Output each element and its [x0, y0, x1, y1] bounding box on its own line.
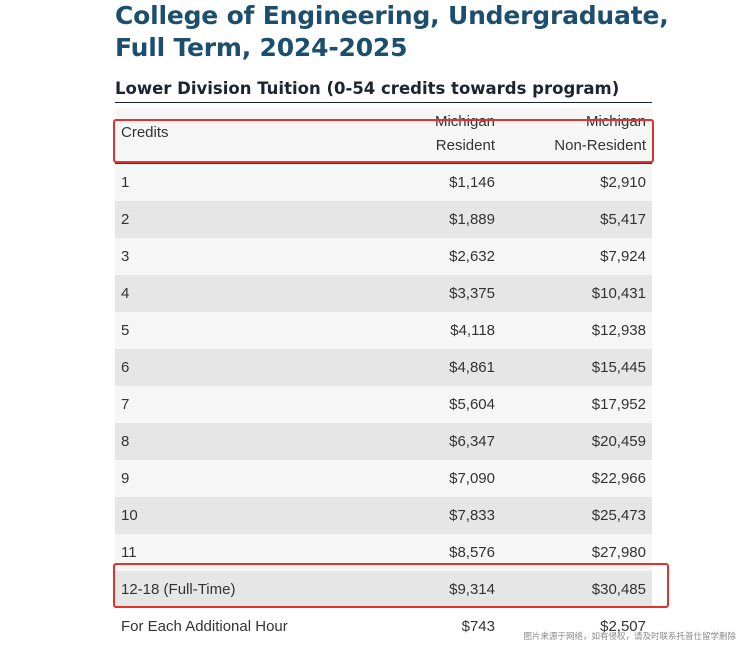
table-row: 6 $4,861 $15,445 [115, 349, 652, 386]
watermark-text: 图片来源于网络，如有侵权，请及时联系托普仕留学删除 [523, 631, 736, 641]
credits-cell: 9 [121, 470, 130, 487]
nonresident-cell: $20,459 [591, 433, 646, 450]
credits-cell: 2 [121, 211, 130, 228]
nonresident-cell: $25,473 [591, 507, 646, 524]
credits-cell: 1 [121, 174, 130, 191]
nonresident-cell: $17,952 [591, 396, 646, 413]
table-row: 10 $7,833 $25,473 [115, 497, 652, 534]
credits-cell: 12-18 (Full-Time) [121, 581, 236, 598]
resident-cell: $9,314 [449, 581, 495, 598]
resident-cell: $5,604 [449, 396, 495, 413]
nonresident-cell: $12,938 [591, 322, 646, 339]
resident-cell: $7,833 [449, 507, 495, 524]
table-row: 2 $1,889 $5,417 [115, 201, 652, 238]
page-title: College of Engineering, Undergraduate, F… [115, 1, 669, 62]
resident-cell: $7,090 [449, 470, 495, 487]
nonresident-cell: $15,445 [591, 359, 646, 376]
resident-cell: $743 [461, 618, 495, 635]
credits-cell: 4 [121, 285, 130, 302]
table-row-full-time: 12-18 (Full-Time) $9,314 $30,485 [115, 571, 652, 608]
credits-cell: 5 [121, 322, 130, 339]
heading-divider [115, 102, 652, 103]
resident-cell: $1,146 [449, 174, 495, 191]
nonresident-cell: $5,417 [600, 211, 646, 228]
table-row: 7 $5,604 $17,952 [115, 386, 652, 423]
header-highlight-box [113, 119, 654, 163]
nonresident-cell: $2,507 [600, 618, 646, 635]
table-body: 1 $1,146 $2,910 2 $1,889 $5,417 3 $2,632… [115, 163, 652, 645]
header-nonresident-line2: Non-Resident [554, 137, 646, 154]
credits-cell: 3 [121, 248, 130, 265]
credits-cell: 11 [121, 544, 137, 561]
nonresident-cell: $30,485 [591, 581, 646, 598]
tuition-table: Credits Michigan Resident Michigan Non-R… [115, 108, 652, 645]
resident-cell: $8,576 [449, 544, 495, 561]
header-resident-line1: Michigan [434, 113, 495, 130]
credits-cell: 6 [121, 359, 130, 376]
credits-cell: For Each Additional Hour [121, 618, 288, 635]
header-resident-line2: Resident [435, 137, 495, 154]
nonresident-cell: $10,431 [591, 285, 646, 302]
credits-cell: 7 [121, 396, 130, 413]
table-row-additional-hour: For Each Additional Hour $743 $2,507 [115, 608, 652, 645]
table-row: 1 $1,146 $2,910 [115, 163, 652, 201]
resident-cell: $4,118 [450, 322, 495, 339]
nonresident-cell: $2,910 [600, 174, 646, 191]
table-row: 9 $7,090 $22,966 [115, 460, 652, 497]
resident-cell: $3,375 [449, 285, 495, 302]
nonresident-cell: $27,980 [591, 544, 646, 561]
resident-cell: $1,889 [449, 211, 495, 228]
table-row: 8 $6,347 $20,459 [115, 423, 652, 460]
table-row: 4 $3,375 $10,431 [115, 275, 652, 312]
resident-cell: $4,861 [449, 359, 495, 376]
nonresident-cell: $22,966 [591, 470, 646, 487]
full-time-highlight-box [113, 563, 669, 608]
header-nonresident-line1: Michigan [585, 113, 646, 130]
nonresident-cell: $7,924 [600, 248, 646, 265]
resident-cell: $6,347 [449, 433, 495, 450]
section-heading: Lower Division Tuition (0-54 credits tow… [115, 79, 620, 98]
resident-cell: $2,632 [449, 248, 495, 265]
header-credits: Credits [115, 108, 321, 164]
header-michigan-nonresident: Michigan Non-Resident [495, 108, 652, 164]
credits-cell: 10 [121, 507, 138, 524]
table-row: 3 $2,632 $7,924 [115, 238, 652, 275]
credits-cell: 8 [121, 433, 130, 450]
table-row: 5 $4,118 $12,938 [115, 312, 652, 349]
